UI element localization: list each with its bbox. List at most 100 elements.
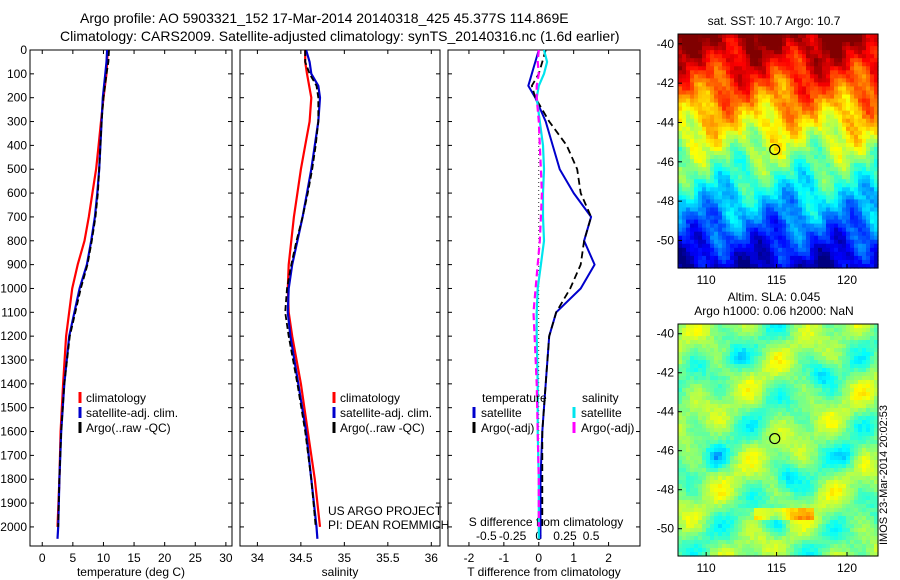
heatmap-cell (682, 255, 687, 261)
heatmap-cell (702, 175, 707, 180)
heatmap-cell (770, 102, 775, 108)
heatmap-cell (698, 183, 703, 188)
heatmap-cell (702, 54, 707, 59)
heatmap-cell (706, 179, 711, 184)
heatmap-cell (754, 348, 759, 353)
heatmap-cell (798, 432, 803, 437)
heatmap-cell (802, 70, 807, 75)
heatmap-cell (826, 130, 831, 136)
heatmap-cell (722, 432, 727, 437)
heatmap-cell (734, 432, 739, 437)
heatmap-cell (678, 263, 683, 269)
heatmap-cell (762, 436, 767, 441)
heatmap-cell (826, 86, 831, 92)
heatmap-cell (734, 151, 739, 156)
heatmap-cell (766, 360, 771, 365)
heatmap-cell (846, 191, 851, 196)
heatmap-cell (810, 239, 815, 245)
heatmap-cell (754, 223, 759, 229)
heatmap-cell (782, 78, 787, 84)
heatmap-cell (802, 86, 807, 92)
heatmap-cell (734, 86, 739, 92)
heatmap-cell (686, 432, 691, 437)
heatmap-cell (738, 328, 743, 333)
heatmap-cell (814, 151, 819, 156)
heatmap-cell (862, 50, 867, 55)
heatmap-cell (838, 130, 843, 136)
heatmap-cell (766, 412, 771, 417)
heatmap-cell (818, 211, 823, 217)
heatmap-cell (698, 191, 703, 196)
heatmap-cell (690, 460, 695, 465)
heatmap-cell (782, 110, 787, 116)
heatmap-cell (690, 255, 695, 261)
heatmap-cell (798, 243, 803, 249)
heatmap-cell (714, 82, 719, 88)
heatmap-cell (814, 126, 819, 132)
heatmap-cell (854, 98, 859, 104)
heatmap-cell (822, 142, 827, 148)
heatmap-cell (798, 110, 803, 116)
heatmap-cell (774, 352, 779, 357)
heatmap-cell (806, 90, 811, 96)
heatmap-cell (766, 183, 771, 188)
heatmap-cell (786, 219, 791, 225)
heatmap-cell (758, 247, 763, 253)
heatmap-cell (690, 110, 695, 116)
heatmap-cell (810, 130, 815, 136)
heatmap-cell (854, 227, 859, 233)
heatmap-cell (698, 110, 703, 116)
heatmap-cell (858, 74, 863, 79)
heatmap-cell (834, 179, 839, 184)
heatmap-cell (858, 82, 863, 88)
heatmap-cell (818, 460, 823, 465)
heatmap-cell (830, 130, 835, 136)
heatmap-cell (726, 183, 731, 188)
heatmap-cell (842, 448, 847, 453)
heatmap-cell (710, 416, 715, 421)
heatmap-cell (758, 50, 763, 55)
heatmap-cell (766, 54, 771, 59)
heatmap-cell (838, 82, 843, 88)
heatmap-cell (710, 34, 715, 39)
heatmap-cell (718, 175, 723, 180)
heatmap-cell (762, 255, 767, 261)
heatmap-cell (762, 368, 767, 373)
heatmap-cell (826, 416, 831, 421)
heatmap-cell (834, 384, 839, 389)
heatmap-cell (686, 372, 691, 377)
heatmap-cell (694, 263, 699, 269)
heatmap-cell (702, 392, 707, 397)
heatmap-cell (862, 396, 867, 401)
heatmap-cell (798, 66, 803, 71)
heatmap-cell (822, 134, 827, 140)
heatmap-cell (862, 412, 867, 417)
heatmap-cell (826, 138, 831, 144)
heatmap-cell (822, 146, 827, 152)
heatmap-cell (750, 448, 755, 453)
heatmap-cell (686, 70, 691, 75)
heatmap-cell (750, 464, 755, 469)
y-tick-label: 1500 (0, 401, 27, 415)
heatmap-cell (706, 380, 711, 385)
heatmap-cell (810, 432, 815, 437)
heatmap-cell (810, 255, 815, 261)
heatmap-cell (818, 203, 823, 209)
heatmap-cell (690, 38, 695, 43)
heatmap-cell (786, 118, 791, 124)
heatmap-cell (726, 263, 731, 269)
heatmap-cell (830, 328, 835, 333)
heatmap-cell (758, 66, 763, 71)
heatmap-cell (762, 263, 767, 269)
heatmap-cell (746, 404, 751, 409)
heatmap-cell (734, 98, 739, 104)
heatmap-cell (818, 380, 823, 385)
heatmap-cell (678, 424, 683, 429)
heatmap-cell (854, 70, 859, 75)
heatmap-cell (774, 440, 779, 445)
heatmap-cell (690, 34, 695, 39)
heatmap-cell (726, 372, 731, 377)
heatmap-cell (686, 110, 691, 116)
heatmap-cell (774, 255, 779, 261)
heatmap-cell (718, 183, 723, 188)
